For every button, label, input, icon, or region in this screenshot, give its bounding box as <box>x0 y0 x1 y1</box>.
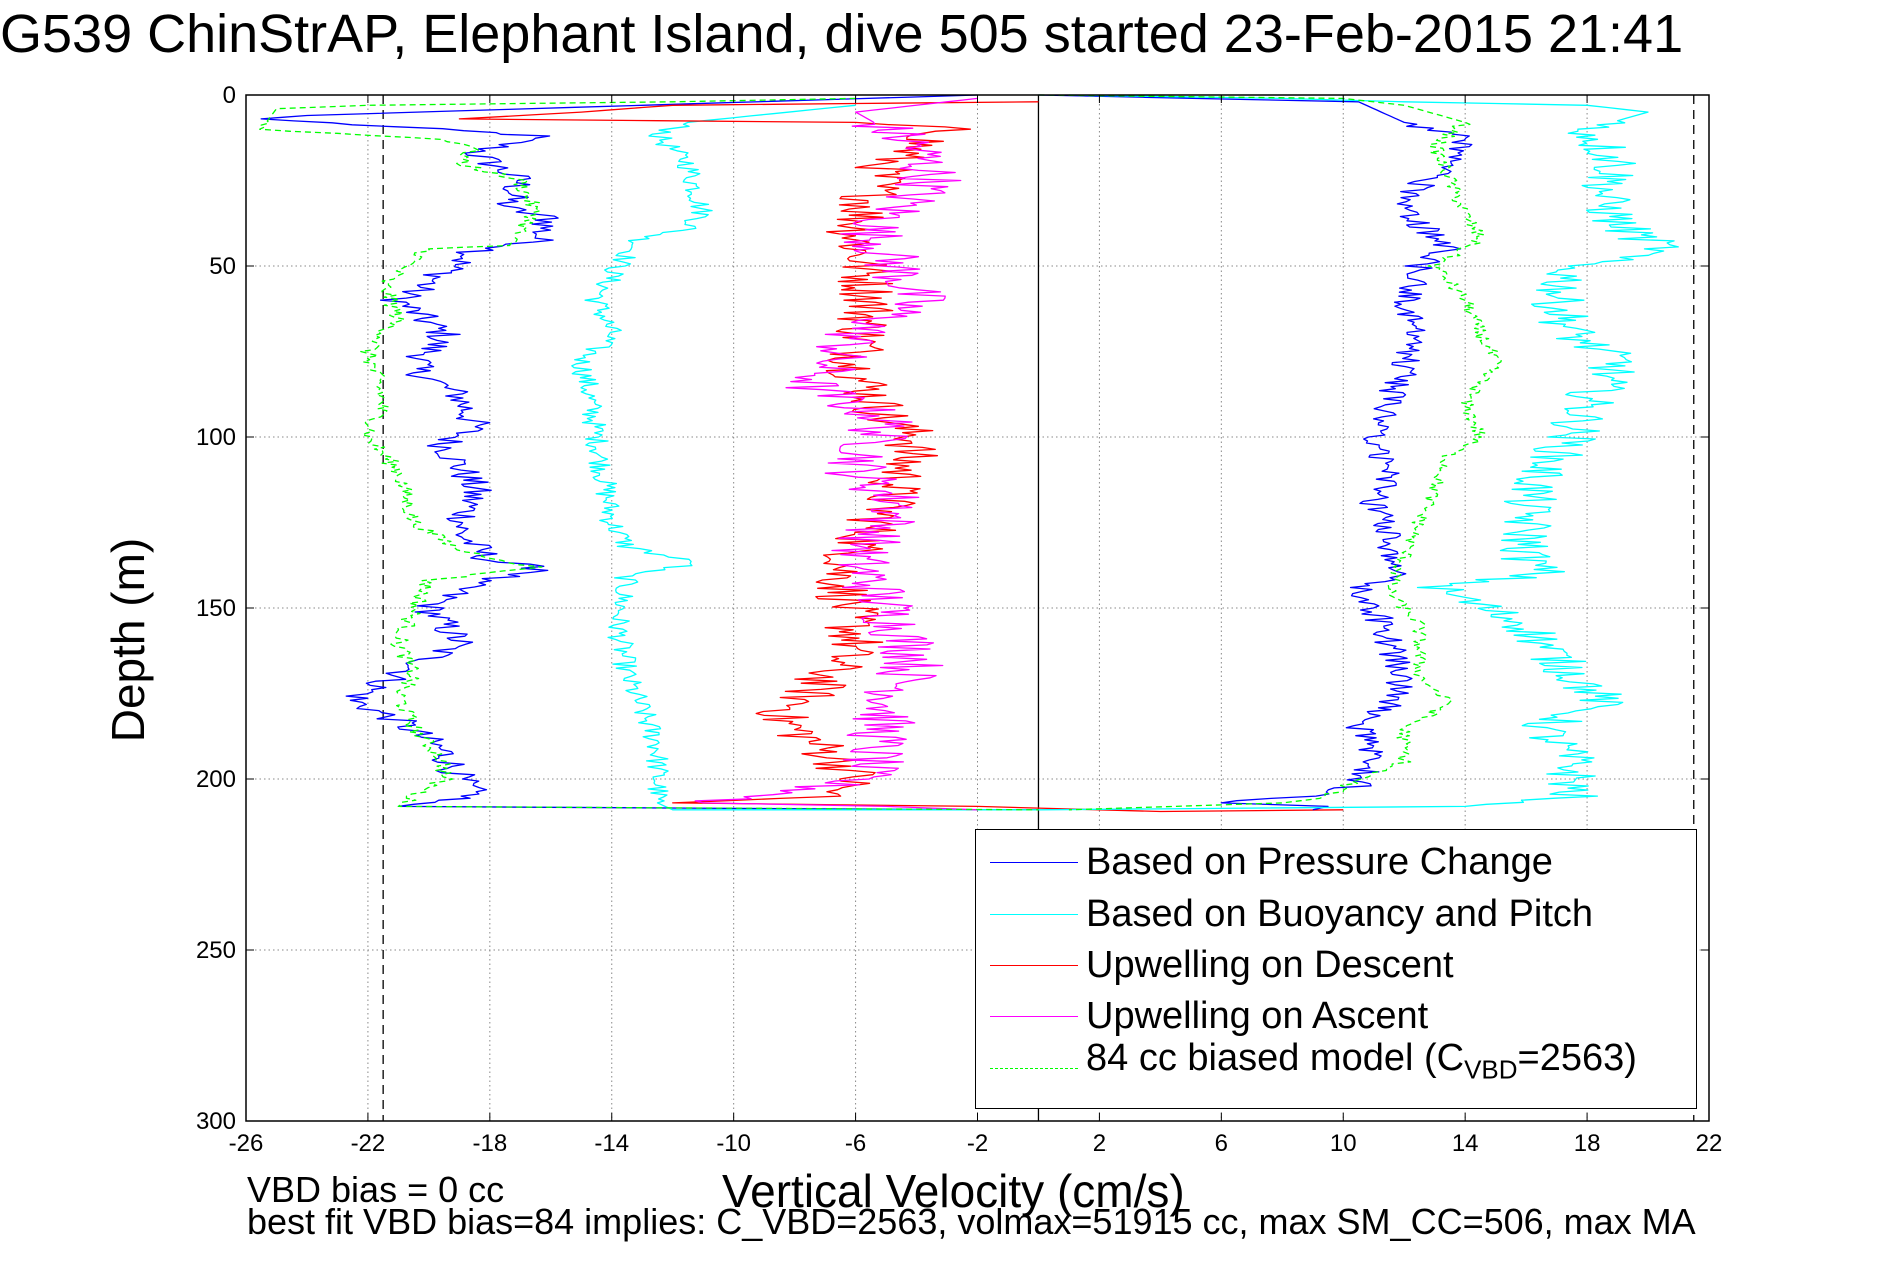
legend-label: 84 cc biased model (CVBD=2563) <box>1086 1037 1637 1085</box>
legend-label: Based on Buoyancy and Pitch <box>1086 893 1594 935</box>
legend-swatch-magenta <box>990 1016 1078 1017</box>
y-tick-label: 300 <box>196 1108 236 1135</box>
footer-bias-note: VBD bias = 0 cc <box>247 1169 505 1210</box>
x-tick-label: 10 <box>1330 1130 1357 1157</box>
legend-item-upwelling-descent: Upwelling on Descent <box>976 941 1696 991</box>
legend-swatch-cyan <box>990 914 1078 915</box>
legend-item-buoyancy-pitch: Based on Buoyancy and Pitch <box>976 890 1696 940</box>
legend-swatch-blue <box>990 862 1078 863</box>
x-axis-label: Vertical Velocity (cm/s) <box>722 1165 1185 1217</box>
legend-label: Upwelling on Ascent <box>1086 995 1429 1037</box>
x-tick-label: -22 <box>351 1130 386 1157</box>
x-tick-label: 22 <box>1696 1130 1723 1157</box>
x-tick-label: -14 <box>594 1130 629 1157</box>
series-line-0 <box>260 94 1039 811</box>
legend-item-upwelling-ascent: Upwelling on Ascent <box>976 992 1696 1042</box>
x-tick-label: -6 <box>845 1130 866 1157</box>
x-tick-label: 14 <box>1452 1130 1479 1157</box>
legend-swatch-red <box>990 965 1078 966</box>
y-tick-label: 50 <box>209 253 236 280</box>
series-line-4 <box>259 97 1039 811</box>
series-line-2 <box>458 101 1344 813</box>
legend-swatch-green-dashed <box>990 1068 1078 1069</box>
series-line-5 <box>1038 94 1473 811</box>
legend-label: Upwelling on Descent <box>1086 944 1454 986</box>
series-line-3 <box>694 97 978 811</box>
legend-label: Based on Pressure Change <box>1086 841 1553 883</box>
y-axis-label: Depth (m) <box>102 537 154 743</box>
x-tick-label: 18 <box>1574 1130 1601 1157</box>
y-tick-label: 100 <box>196 424 236 451</box>
y-tick-label: 250 <box>196 937 236 964</box>
series-line-6 <box>1038 94 1679 811</box>
chart-title: G539 ChinStrAP, Elephant Island, dive 50… <box>0 4 1684 64</box>
axis-ticks: -26 -22 -18 -14 -10 -6 -2 2 6 10 14 18 2205010015020… <box>196 82 1722 1157</box>
x-tick-label: -18 <box>472 1130 507 1157</box>
y-tick-label: 150 <box>196 595 236 622</box>
y-tick-label: 0 <box>223 82 236 109</box>
x-tick-label: -10 <box>716 1130 751 1157</box>
x-tick-label: 6 <box>1215 1130 1228 1157</box>
x-tick-label: 2 <box>1093 1130 1106 1157</box>
x-tick-label: -26 <box>229 1130 264 1157</box>
legend-item-pressure-change: Based on Pressure Change <box>976 838 1696 888</box>
y-tick-label: 200 <box>196 766 236 793</box>
footer-best-fit-note: best fit VBD bias=84 implies: C_VBD=2563… <box>247 1201 1696 1242</box>
legend-item-biased-model: 84 cc biased model (CVBD=2563) <box>976 1034 1696 1085</box>
legend: Based on Pressure Change Based on Buoyan… <box>975 829 1697 1109</box>
series-line-7 <box>1038 94 1503 811</box>
series-line-1 <box>571 104 1039 811</box>
x-tick-label: -2 <box>967 1130 988 1157</box>
series-lines <box>259 94 1679 813</box>
